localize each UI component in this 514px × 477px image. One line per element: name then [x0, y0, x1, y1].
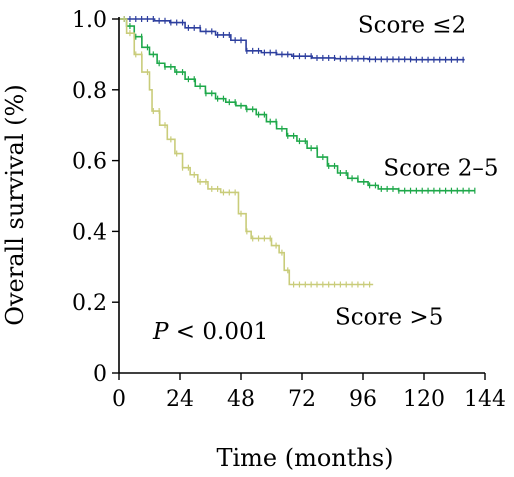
x-tick-label: 144 — [464, 387, 506, 412]
y-tick-label: 1.0 — [72, 8, 107, 33]
x-tick-label: 120 — [403, 387, 445, 412]
x-tick-label: 0 — [112, 387, 126, 412]
y-axis-title: Overall survival (%) — [1, 84, 29, 325]
p-value-text: < 0.001 — [168, 319, 268, 345]
censor-marks-3 — [123, 16, 371, 288]
p-value-symbol: P — [152, 319, 169, 345]
y-tick-label: 0.4 — [72, 220, 107, 245]
censor-marks-2 — [123, 16, 476, 194]
series-labels-layer: Score ≤2 Score 2–5 Score >5 — [335, 12, 498, 330]
y-tick-label: 0 — [93, 362, 107, 387]
x-tick-label: 72 — [288, 387, 316, 412]
series-label-1: Score ≤2 — [358, 12, 466, 38]
survival-curve-1 — [119, 18, 465, 61]
survival-curve-3 — [119, 18, 374, 286]
y-tick-label: 0.8 — [72, 79, 107, 104]
x-tick-label: 48 — [227, 387, 255, 412]
series-label-2: Score 2–5 — [383, 156, 498, 182]
ticks-layer: 0 24 48 72 96 120 144 0 0.2 0.4 0.6 0.8 1.0 — [72, 8, 506, 412]
series-label-3: Score >5 — [335, 304, 443, 330]
p-value-annotation: P < 0.001 — [152, 319, 268, 345]
y-tick-label: 0.6 — [72, 150, 107, 175]
x-tick-label: 96 — [349, 387, 377, 412]
censor-marks-1 — [123, 16, 464, 63]
y-tick-label: 0.2 — [72, 291, 107, 316]
curves-layer — [119, 16, 476, 288]
x-tick-label: 24 — [166, 387, 194, 412]
x-axis-title: Time (months) — [216, 444, 393, 472]
